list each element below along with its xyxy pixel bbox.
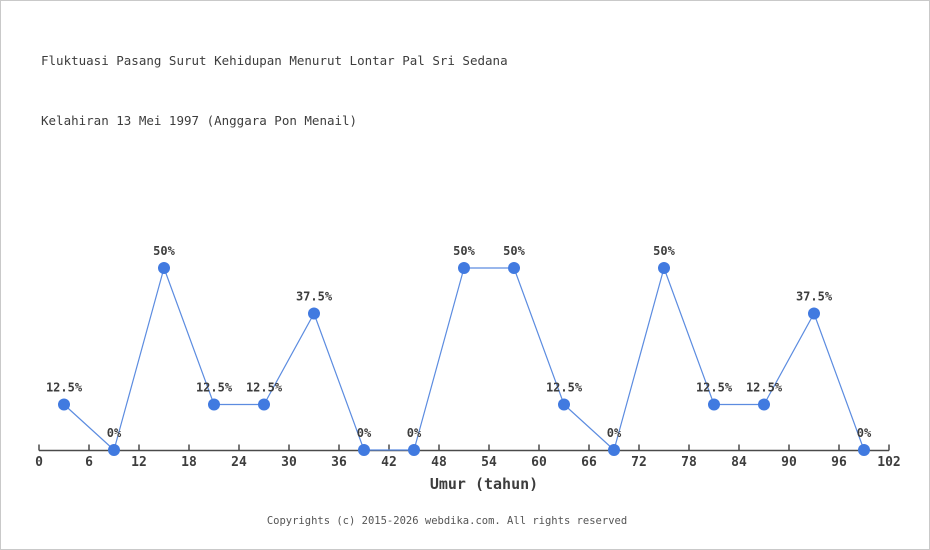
data-point <box>608 444 620 456</box>
chart-title: Fluktuasi Pasang Surut Kehidupan Menurut… <box>41 11 508 171</box>
data-point <box>758 398 770 411</box>
x-tick-label: 72 <box>631 455 647 470</box>
x-tick-label: 24 <box>231 455 247 470</box>
x-tick-label: 6 <box>85 455 93 470</box>
x-tick-label: 96 <box>831 455 847 470</box>
x-tick-label: 30 <box>281 455 297 470</box>
chart-title-line2: Kelahiran 13 Mei 1997 (Anggara Pon Menai… <box>41 113 358 128</box>
data-point <box>308 307 320 320</box>
data-point <box>108 444 120 456</box>
data-point <box>508 262 520 274</box>
data-point <box>458 262 470 274</box>
data-point-label: 37.5% <box>796 290 833 304</box>
x-tick-label: 36 <box>331 455 347 470</box>
data-point-label: 37.5% <box>296 290 333 304</box>
data-point-label: 0% <box>607 426 622 440</box>
data-point-label: 0% <box>107 426 122 440</box>
x-tick-label: 66 <box>581 455 597 470</box>
data-point-label: 12.5% <box>696 381 733 395</box>
x-tick-label: 90 <box>781 455 797 470</box>
x-tick-label: 12 <box>131 455 147 470</box>
x-tick-label: 18 <box>181 455 197 470</box>
data-point-label: 50% <box>653 244 675 258</box>
x-tick-label: 54 <box>481 455 497 470</box>
data-point-label: 0% <box>857 426 872 440</box>
data-point-label: 50% <box>453 244 475 258</box>
x-tick-label: 84 <box>731 455 747 470</box>
data-point <box>658 262 670 274</box>
chart-title-line1: Fluktuasi Pasang Surut Kehidupan Menurut… <box>41 53 508 68</box>
data-series-line <box>63 266 865 452</box>
data-point-label: 50% <box>503 244 525 258</box>
data-point <box>208 398 220 411</box>
x-tick-label: 48 <box>431 455 447 470</box>
x-tick-label: 102 <box>877 455 900 470</box>
data-point <box>258 398 270 411</box>
data-point-label: 0% <box>407 426 422 440</box>
data-point <box>708 398 720 411</box>
data-point <box>858 444 870 456</box>
data-point-label: 12.5% <box>546 381 583 395</box>
data-point-label: 0% <box>357 426 372 440</box>
data-point <box>408 444 420 456</box>
footer-copyright: Copyrights (c) 2015-2026 webdika.com. Al… <box>266 515 628 527</box>
data-point-label: 12.5% <box>746 381 783 395</box>
x-axis-label: Umur (tahun) <box>430 475 538 493</box>
data-point <box>358 444 370 456</box>
data-point <box>558 398 570 411</box>
data-point <box>58 398 70 411</box>
data-point-label: 12.5% <box>196 381 233 395</box>
data-point-label: 12.5% <box>246 381 283 395</box>
x-tick-label: 0 <box>35 455 43 470</box>
data-point-label: 50% <box>153 244 175 258</box>
x-tick-label: 42 <box>381 455 397 470</box>
x-tick-label: 78 <box>681 455 697 470</box>
data-point <box>808 307 820 320</box>
x-tick-label: 60 <box>531 455 547 470</box>
data-point-label: 12.5% <box>46 381 83 395</box>
data-point <box>158 262 170 274</box>
